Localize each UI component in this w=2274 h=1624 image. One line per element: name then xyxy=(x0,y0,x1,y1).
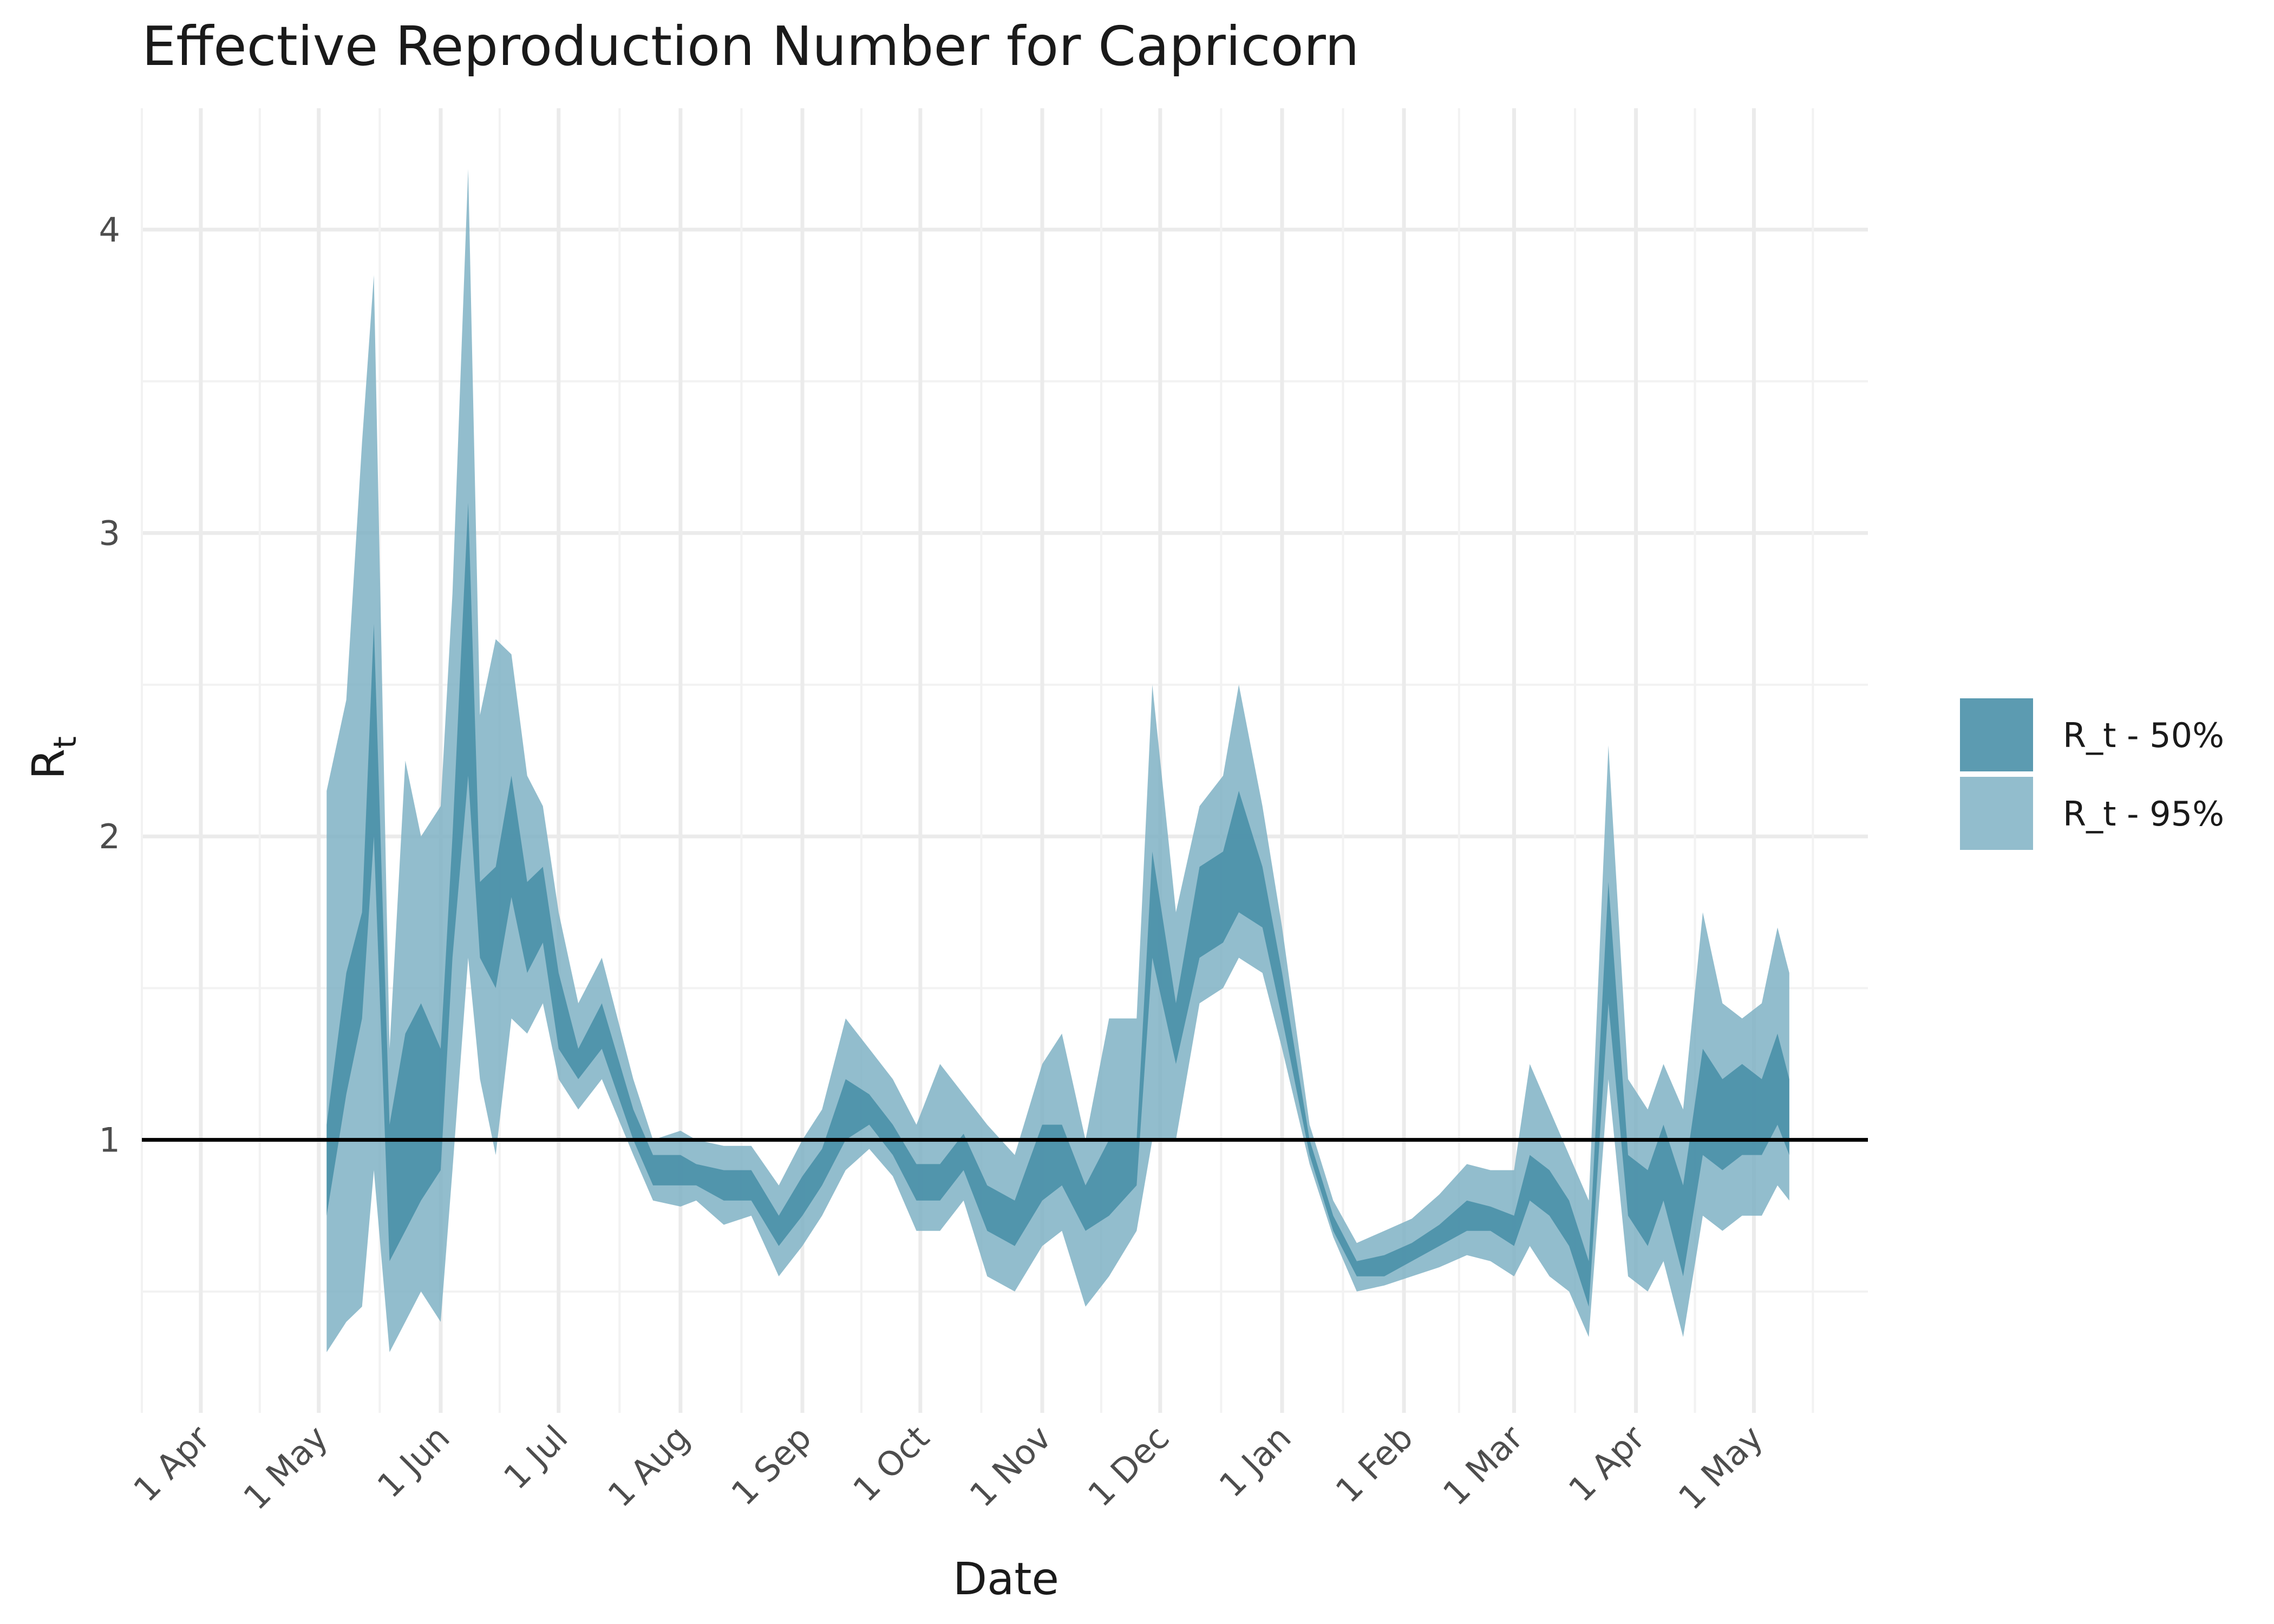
y-axis-title: Rt xyxy=(23,736,83,780)
chart-title: Effective Reproduction Number for Capric… xyxy=(142,15,1360,78)
y-tick-labels: 1 2 3 4 xyxy=(99,210,120,1160)
x-tick-label: 1 Dec xyxy=(1080,1418,1177,1514)
legend: R_t - 50% R_t - 95% xyxy=(1960,698,2224,850)
x-tick-labels: 1 Apr 1 May 1 Jun 1 Jul 1 Aug 1 Sep 1 Oct 1 Nov… xyxy=(126,1418,1770,1517)
x-tick-label: 1 Apr xyxy=(126,1418,218,1510)
y-tick-label: 3 xyxy=(99,514,120,553)
x-tick-label: 1 Oct xyxy=(845,1418,937,1509)
x-tick-label: 1 Jan xyxy=(1212,1418,1299,1505)
x-tick-label: 1 Jul xyxy=(496,1418,575,1497)
legend-label: R_t - 50% xyxy=(2063,716,2224,755)
x-tick-label: 1 Aug xyxy=(600,1418,697,1515)
y-tick-label: 4 xyxy=(99,210,120,250)
x-tick-label: 1 Sep xyxy=(724,1418,819,1513)
legend-swatch xyxy=(1960,698,2033,771)
y-tick-label: 2 xyxy=(99,817,120,856)
band-50 xyxy=(326,502,1789,1307)
legend-swatch xyxy=(1960,777,2033,850)
x-tick-label: 1 Nov xyxy=(962,1418,1059,1515)
y-axis-title-subscript: t xyxy=(47,736,83,749)
x-axis-title: Date xyxy=(953,1554,1059,1605)
y-axis-title-main: R xyxy=(23,749,75,780)
y-tick-label: 1 xyxy=(99,1121,120,1160)
legend-label: R_t - 95% xyxy=(2063,794,2224,834)
x-tick-label: 1 Feb xyxy=(1328,1418,1421,1510)
x-tick-label: 1 May xyxy=(236,1418,335,1517)
bands xyxy=(326,169,1789,1352)
x-tick-label: 1 May xyxy=(1671,1418,1770,1517)
x-tick-label: 1 Jun xyxy=(370,1418,458,1505)
x-tick-label: 1 Apr xyxy=(1561,1418,1653,1510)
x-tick-label: 1 Mar xyxy=(1435,1418,1531,1514)
